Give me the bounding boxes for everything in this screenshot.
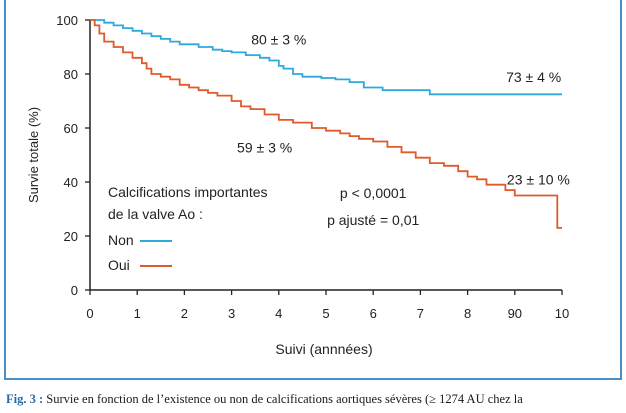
annotations: 80 ± 3 % 73 ± 4 % 59 ± 3 % 23 ± 10 % p < 0,0… <box>237 31 570 228</box>
annotation-label: 23 ± 10 % <box>507 172 570 188</box>
x-tick-label: 10 <box>555 306 569 321</box>
x-tick-label: 4 <box>275 306 282 321</box>
x-tick-label: 5 <box>322 306 329 321</box>
y-tick-label: 0 <box>71 283 78 298</box>
x-tick-label: 8 <box>464 306 471 321</box>
legend-label-non: Non <box>108 232 134 248</box>
y-tick-label: 40 <box>64 175 78 190</box>
annotation-label: p ajusté = 0,01 <box>327 212 419 228</box>
figure-frame <box>4 0 622 380</box>
y-tick-label: 20 <box>64 229 78 244</box>
x-tick-label: 7 <box>417 306 424 321</box>
y-tick-label: 60 <box>64 121 78 136</box>
legend-title-line2: de la valve Ao : <box>108 206 203 222</box>
series-line-non <box>90 19 562 96</box>
caption-label: Fig. 3 : <box>6 392 44 406</box>
x-tick-label: 90 <box>508 306 522 321</box>
legend-title-line1: Calcifications importantes <box>108 184 268 200</box>
x-tick-label: 0 <box>86 306 93 321</box>
series-line-oui <box>90 19 562 229</box>
x-axis-label: Suivi (annnées) <box>275 341 372 357</box>
annotation-label: 80 ± 3 % <box>251 31 306 47</box>
y-axis-label: Survie totale (%) <box>26 107 41 203</box>
figure-caption: Fig. 3 : Survie en fonction de l’existen… <box>6 392 622 407</box>
series-layer <box>90 19 562 229</box>
legend-label-oui: Oui <box>108 257 130 273</box>
x-tick-label: 6 <box>370 306 377 321</box>
y-tick-label: 100 <box>56 13 78 28</box>
y-tick-label: 80 <box>64 67 78 82</box>
annotation-label: 73 ± 4 % <box>506 69 561 85</box>
annotation-label: 59 ± 3 % <box>237 139 292 155</box>
x-tick-label: 3 <box>228 306 235 321</box>
x-tick-label: 2 <box>181 306 188 321</box>
x-tick-label: 1 <box>134 306 141 321</box>
caption-text: Survie en fonction de l’existence ou non… <box>43 392 523 406</box>
annotation-label: p < 0,0001 <box>340 185 407 201</box>
